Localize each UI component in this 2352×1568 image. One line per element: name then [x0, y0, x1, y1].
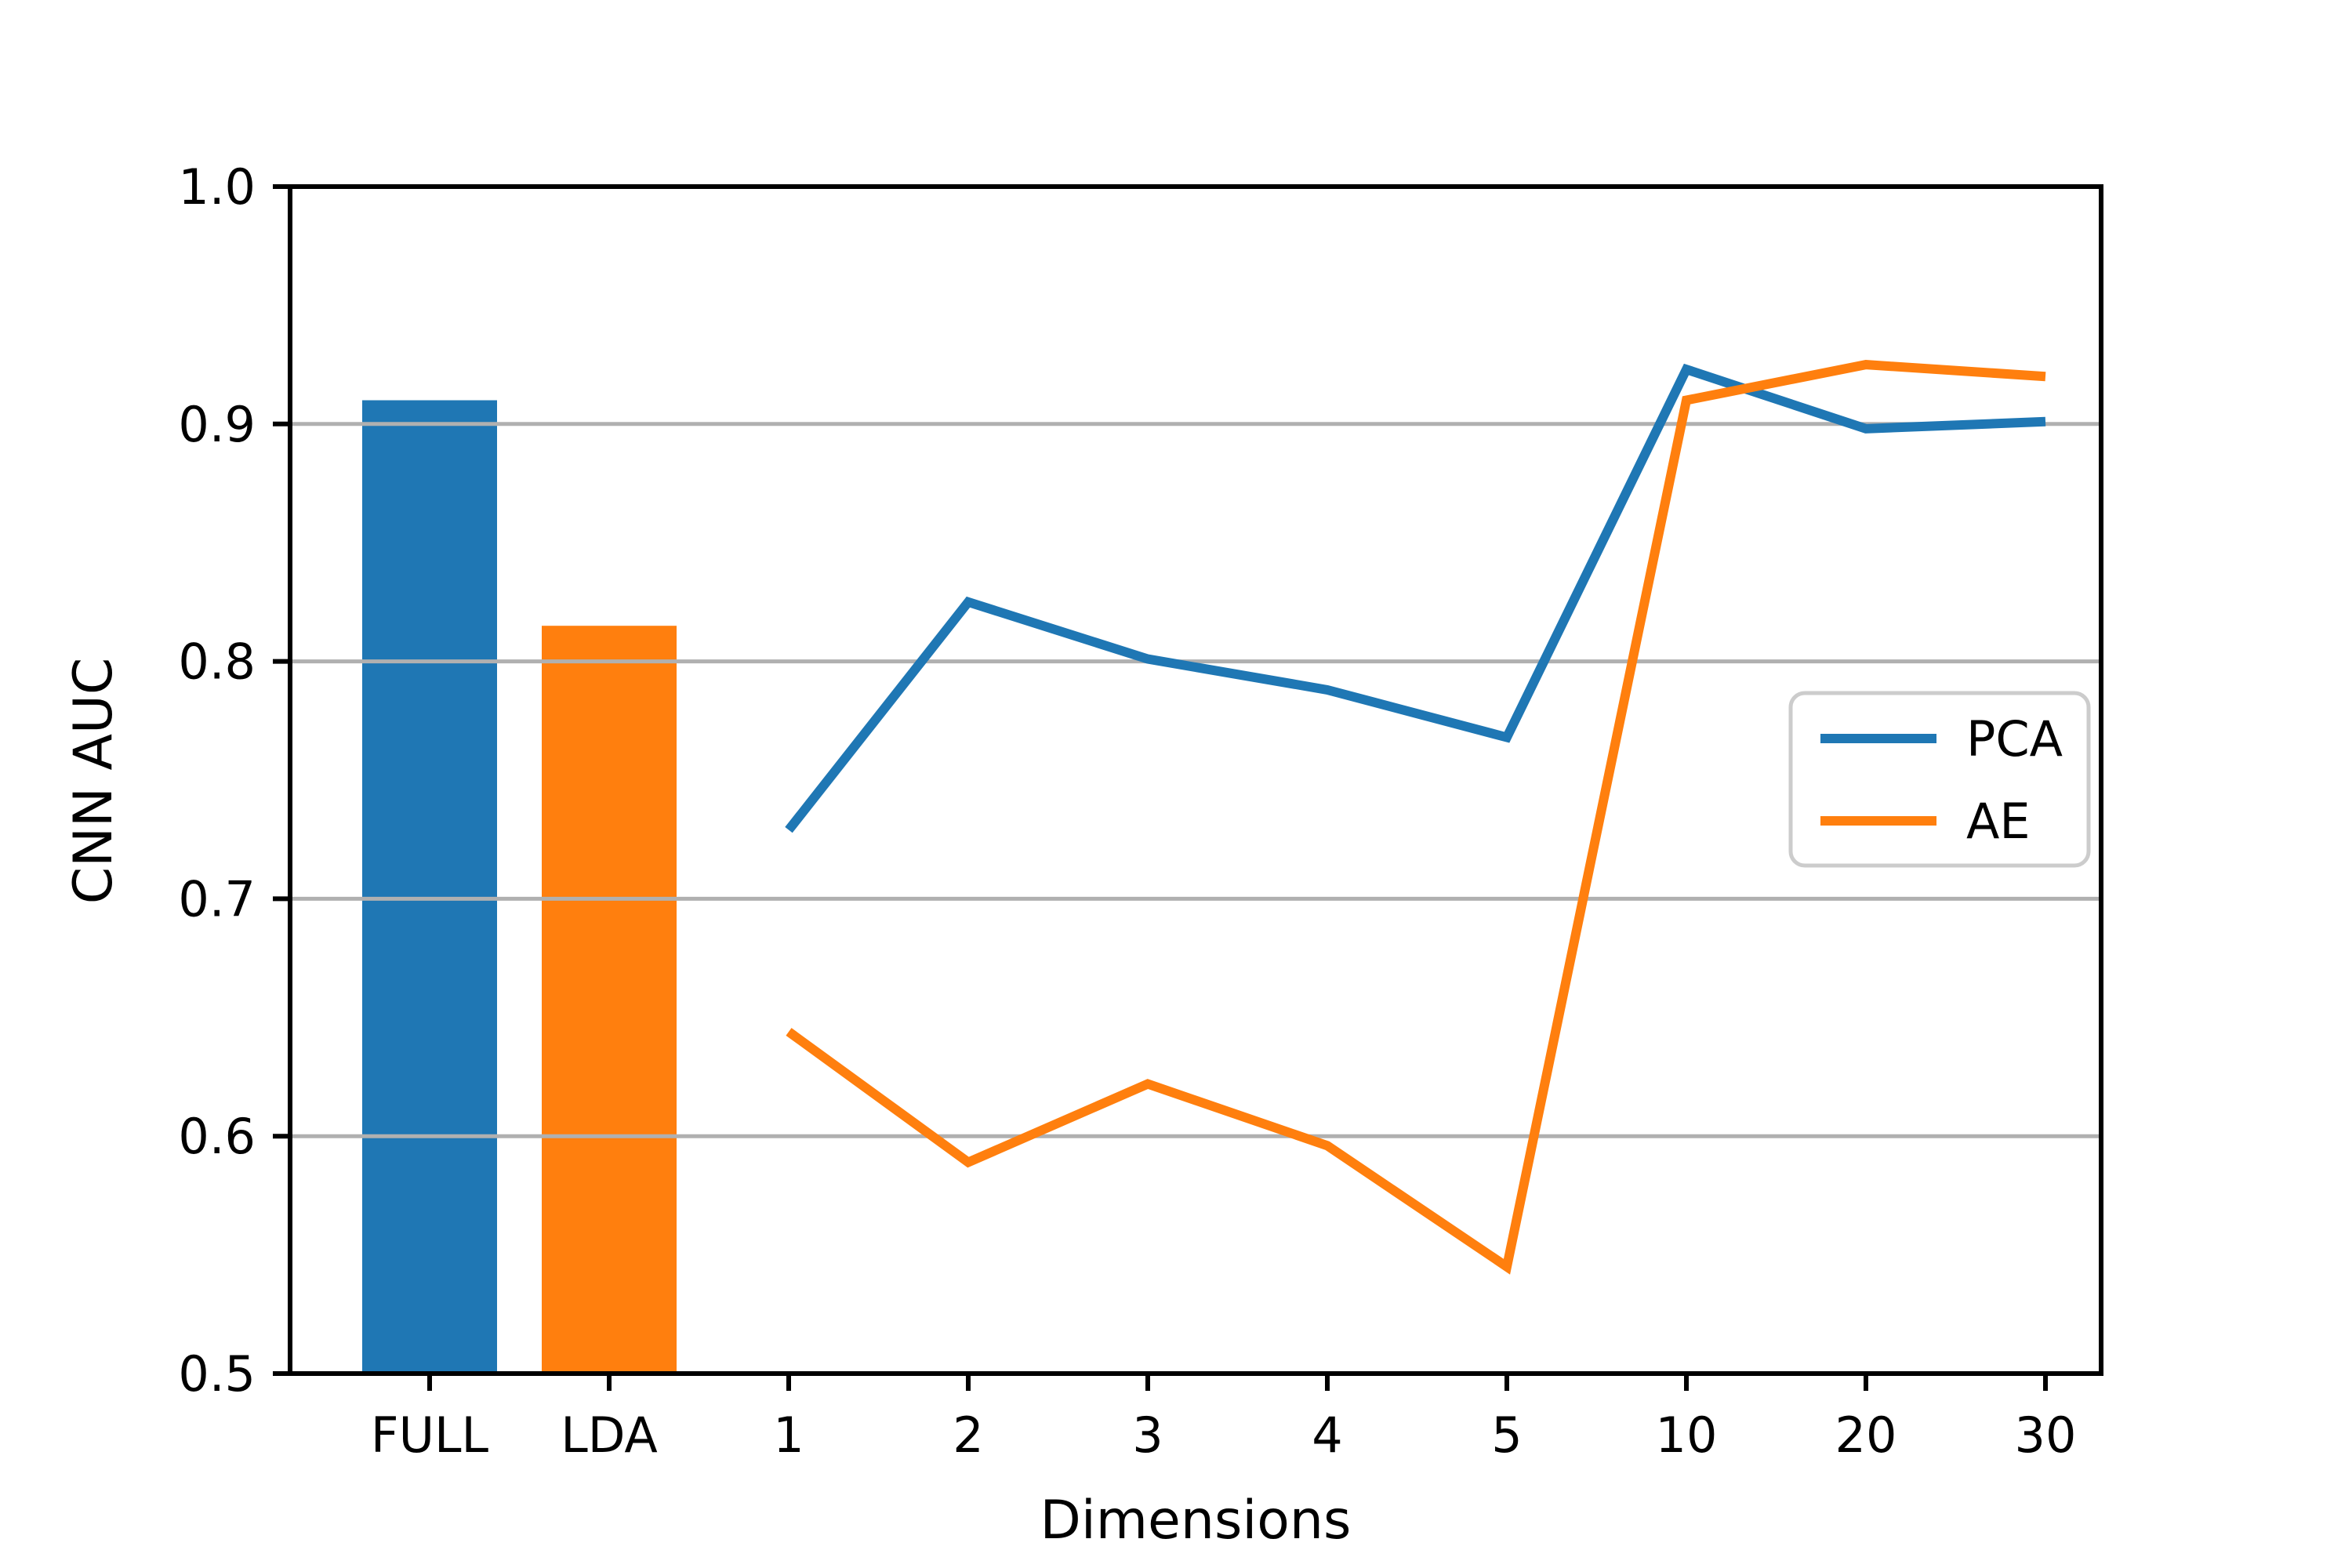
- line-series-group: [785, 360, 2046, 1275]
- x-tick-label-2: 2: [953, 1406, 983, 1464]
- bars-group: [362, 400, 677, 1374]
- plot-spines: [288, 184, 2103, 1376]
- x-tick-label-1: 1: [773, 1406, 804, 1464]
- x-axis-label: Dimensions: [1040, 1490, 1352, 1552]
- y-axis-label: CNN AUC: [63, 658, 125, 905]
- y-tick-label-0.9: 0.9: [178, 396, 256, 453]
- y-tick-label-0.6: 0.6: [178, 1108, 256, 1165]
- x-tick-label-5: 5: [1491, 1406, 1522, 1464]
- axes-group: 0.5 0.6 0.7 0.8 0.9 1.0 FULL LDA 1 2 3 4 5 10 20 30: [178, 158, 2103, 1464]
- legend-label-ae: AE: [1966, 793, 2031, 850]
- x-tick-label-3: 3: [1132, 1406, 1163, 1464]
- x-tick-label-10: 10: [1656, 1406, 1718, 1464]
- x-tick-label-full: FULL: [371, 1406, 489, 1464]
- x-tick-label-20: 20: [1835, 1406, 1897, 1464]
- legend-label-pca: PCA: [1966, 710, 2063, 768]
- y-tick-label-0.5: 0.5: [178, 1345, 256, 1403]
- legend-box: [1788, 691, 2091, 868]
- line-pca: [785, 363, 2046, 833]
- line-ae: [786, 360, 2046, 1275]
- x-tick-label-4: 4: [1312, 1406, 1342, 1464]
- x-tick-label-30: 30: [2015, 1406, 2077, 1464]
- x-tick-label-lda: LDA: [561, 1406, 658, 1464]
- gridlines-group: [290, 422, 2101, 1138]
- y-tick-label-0.7: 0.7: [178, 870, 256, 927]
- y-tick-label-1: 1.0: [178, 158, 256, 216]
- y-tick-label-0.8: 0.8: [178, 633, 256, 691]
- bar-lda: [542, 626, 677, 1374]
- bar-full: [362, 400, 497, 1374]
